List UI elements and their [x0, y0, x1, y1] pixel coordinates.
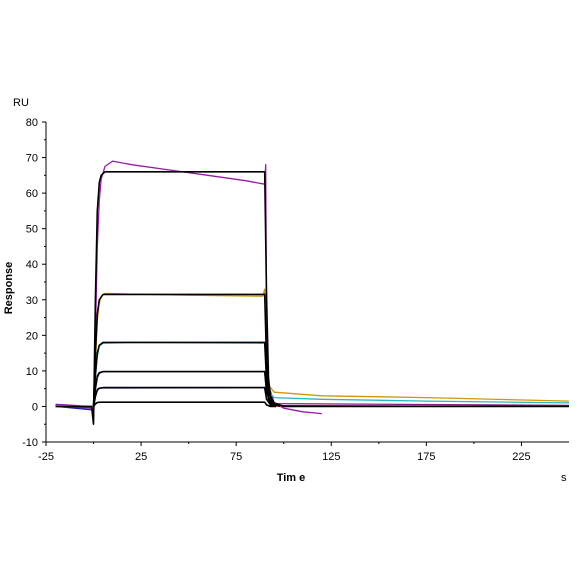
y-tick-label: 40: [26, 259, 38, 271]
series-line-11: [92, 386, 277, 408]
series-line-8: [92, 293, 281, 408]
y-tick-label: 10: [26, 366, 38, 378]
tick-labels: -10 0 10 20 30 40 50 60 70 80 -25 25 75 125 175 225: [22, 117, 531, 463]
y-tick-label: 60: [26, 188, 38, 200]
axes: [42, 121, 569, 446]
y-unit-label: RU: [13, 97, 29, 109]
series-line-10: [92, 370, 277, 408]
series-line-7: [55, 171, 569, 426]
plot-lines: [55, 160, 570, 426]
series-line-12: [92, 401, 277, 408]
series-line-3: [55, 341, 570, 409]
y-tick-label: 30: [26, 295, 38, 307]
y-tick-label: 20: [26, 330, 38, 342]
x-tick-label: 125: [322, 451, 340, 463]
series-line-9: [92, 341, 275, 407]
x-tick-label: 225: [512, 451, 530, 463]
x-unit-label: s: [561, 472, 567, 484]
x-tick-label: -25: [38, 451, 54, 463]
series-line-2: [55, 288, 570, 411]
x-tick-label: 25: [135, 451, 147, 463]
x-tick-label: 175: [417, 451, 435, 463]
x-axis-title: Tim e: [277, 472, 306, 484]
x-tick-label: 75: [230, 451, 242, 463]
y-tick-label: 50: [26, 224, 38, 236]
y-tick-label: 70: [26, 153, 38, 165]
y-tick-label: 0: [32, 401, 38, 413]
y-tick-label: 80: [26, 117, 38, 129]
y-axis-title: Response: [3, 262, 15, 315]
y-tick-label: -10: [22, 437, 38, 449]
